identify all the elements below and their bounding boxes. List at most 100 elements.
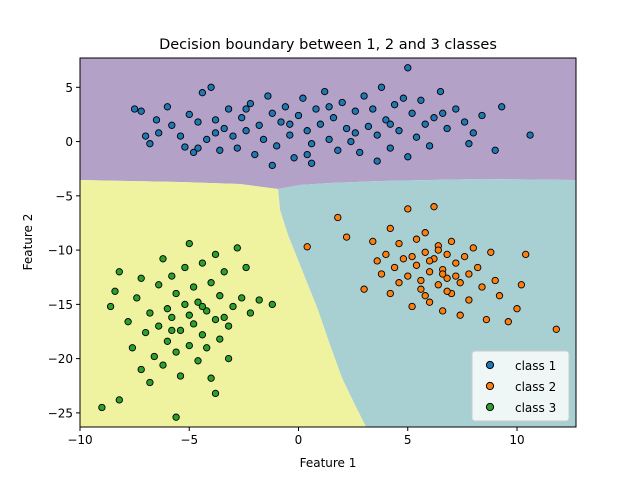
- data-point-class-2: [513, 305, 521, 313]
- data-point-class-3: [194, 298, 202, 306]
- data-point-class-1: [303, 127, 311, 135]
- data-point-class-1: [408, 109, 416, 117]
- data-point-class-2: [487, 248, 495, 256]
- x-axis-label: Feature 1: [300, 456, 357, 470]
- data-point-class-3: [155, 281, 163, 289]
- data-point-class-2: [434, 281, 442, 289]
- data-point-class-1: [246, 99, 255, 108]
- data-point-class-2: [465, 296, 473, 304]
- legend: class 1 class 2 class 3: [471, 350, 570, 422]
- data-point-class-2: [452, 259, 460, 267]
- data-point-class-2: [303, 243, 311, 251]
- data-point-class-1: [299, 94, 307, 102]
- data-point-class-2: [460, 252, 469, 261]
- data-point-class-1: [194, 118, 202, 126]
- data-point-class-3: [163, 305, 172, 313]
- legend-marker-class-1: [485, 360, 495, 370]
- data-point-class-1: [307, 140, 316, 148]
- data-point-class-2: [382, 250, 390, 259]
- data-point-class-2: [334, 213, 342, 222]
- data-point-class-1: [386, 120, 394, 128]
- data-point-class-3: [211, 389, 220, 398]
- data-point-class-1: [229, 132, 237, 140]
- data-point-class-2: [443, 287, 451, 295]
- data-point-class-3: [128, 344, 137, 352]
- data-point-class-2: [452, 272, 460, 280]
- data-point-class-3: [150, 352, 158, 361]
- data-point-class-1: [255, 121, 263, 129]
- data-point-class-3: [168, 326, 176, 335]
- data-point-class-3: [181, 300, 189, 309]
- data-point-class-1: [224, 105, 233, 113]
- x-axis: −10 −5 0 5 10: [67, 427, 525, 447]
- data-point-class-3: [203, 344, 211, 352]
- data-point-class-1: [316, 120, 325, 128]
- data-point-class-1: [268, 161, 276, 170]
- data-point-class-1: [417, 96, 425, 104]
- data-point-class-3: [141, 328, 150, 337]
- data-point-class-3: [176, 326, 185, 335]
- data-point-class-3: [224, 354, 233, 363]
- data-point-class-2: [425, 298, 434, 306]
- data-point-class-3: [233, 244, 241, 252]
- data-point-class-2: [421, 292, 429, 300]
- data-point-class-2: [447, 237, 456, 246]
- data-point-class-1: [382, 116, 390, 124]
- data-point-class-1: [338, 98, 346, 107]
- data-point-class-3: [146, 378, 154, 387]
- data-point-class-3: [255, 296, 263, 304]
- data-point-class-1: [189, 148, 198, 157]
- data-point-class-2: [552, 325, 560, 333]
- data-point-class-2: [377, 270, 386, 278]
- data-point-class-3: [176, 372, 185, 380]
- data-point-class-3: [168, 272, 176, 280]
- data-point-class-1: [273, 142, 281, 150]
- data-point-class-3: [106, 302, 115, 311]
- data-point-class-2: [443, 250, 451, 259]
- x-tick-label: 5: [404, 433, 412, 447]
- data-point-class-1: [386, 144, 394, 152]
- data-point-class-1: [264, 92, 272, 100]
- data-point-class-1: [181, 143, 189, 151]
- legend-label-class-3: class 3: [515, 401, 556, 415]
- data-point-class-2: [412, 261, 421, 269]
- data-point-class-2: [408, 302, 416, 311]
- data-point-class-2: [417, 276, 425, 285]
- data-point-class-1: [342, 124, 351, 133]
- data-point-class-3: [137, 274, 145, 282]
- data-point-class-3: [194, 357, 202, 365]
- data-point-class-2: [425, 257, 434, 265]
- data-point-class-1: [242, 105, 250, 113]
- data-point-class-2: [386, 224, 394, 233]
- data-point-class-1: [491, 146, 499, 154]
- data-point-class-1: [259, 135, 268, 144]
- data-point-class-2: [395, 279, 403, 287]
- data-point-class-2: [474, 263, 482, 272]
- data-point-class-3: [181, 263, 189, 272]
- data-point-class-1: [168, 121, 176, 129]
- data-point-class-3: [115, 268, 123, 276]
- data-point-class-3: [203, 307, 211, 315]
- data-point-class-3: [207, 374, 215, 382]
- data-point-class-1: [286, 120, 294, 128]
- data-point-class-2: [421, 248, 429, 256]
- data-point-class-1: [395, 127, 403, 135]
- data-point-class-1: [351, 129, 359, 137]
- data-point-class-1: [185, 110, 193, 119]
- data-point-class-1: [425, 142, 434, 150]
- data-point-class-2: [425, 268, 434, 276]
- data-point-class-1: [194, 144, 202, 152]
- data-point-class-3: [146, 309, 154, 317]
- data-point-class-1: [421, 120, 429, 128]
- data-point-class-3: [246, 309, 255, 317]
- data-point-class-2: [504, 318, 512, 326]
- legend-box: [471, 350, 570, 422]
- data-point-class-1: [452, 105, 460, 113]
- data-point-class-3: [168, 313, 176, 322]
- legend-marker-class-3: [485, 402, 495, 412]
- data-point-class-1: [220, 124, 228, 133]
- data-point-class-2: [482, 315, 491, 324]
- data-point-class-1: [307, 159, 316, 167]
- data-point-class-1: [325, 103, 333, 111]
- data-point-class-3: [198, 259, 207, 267]
